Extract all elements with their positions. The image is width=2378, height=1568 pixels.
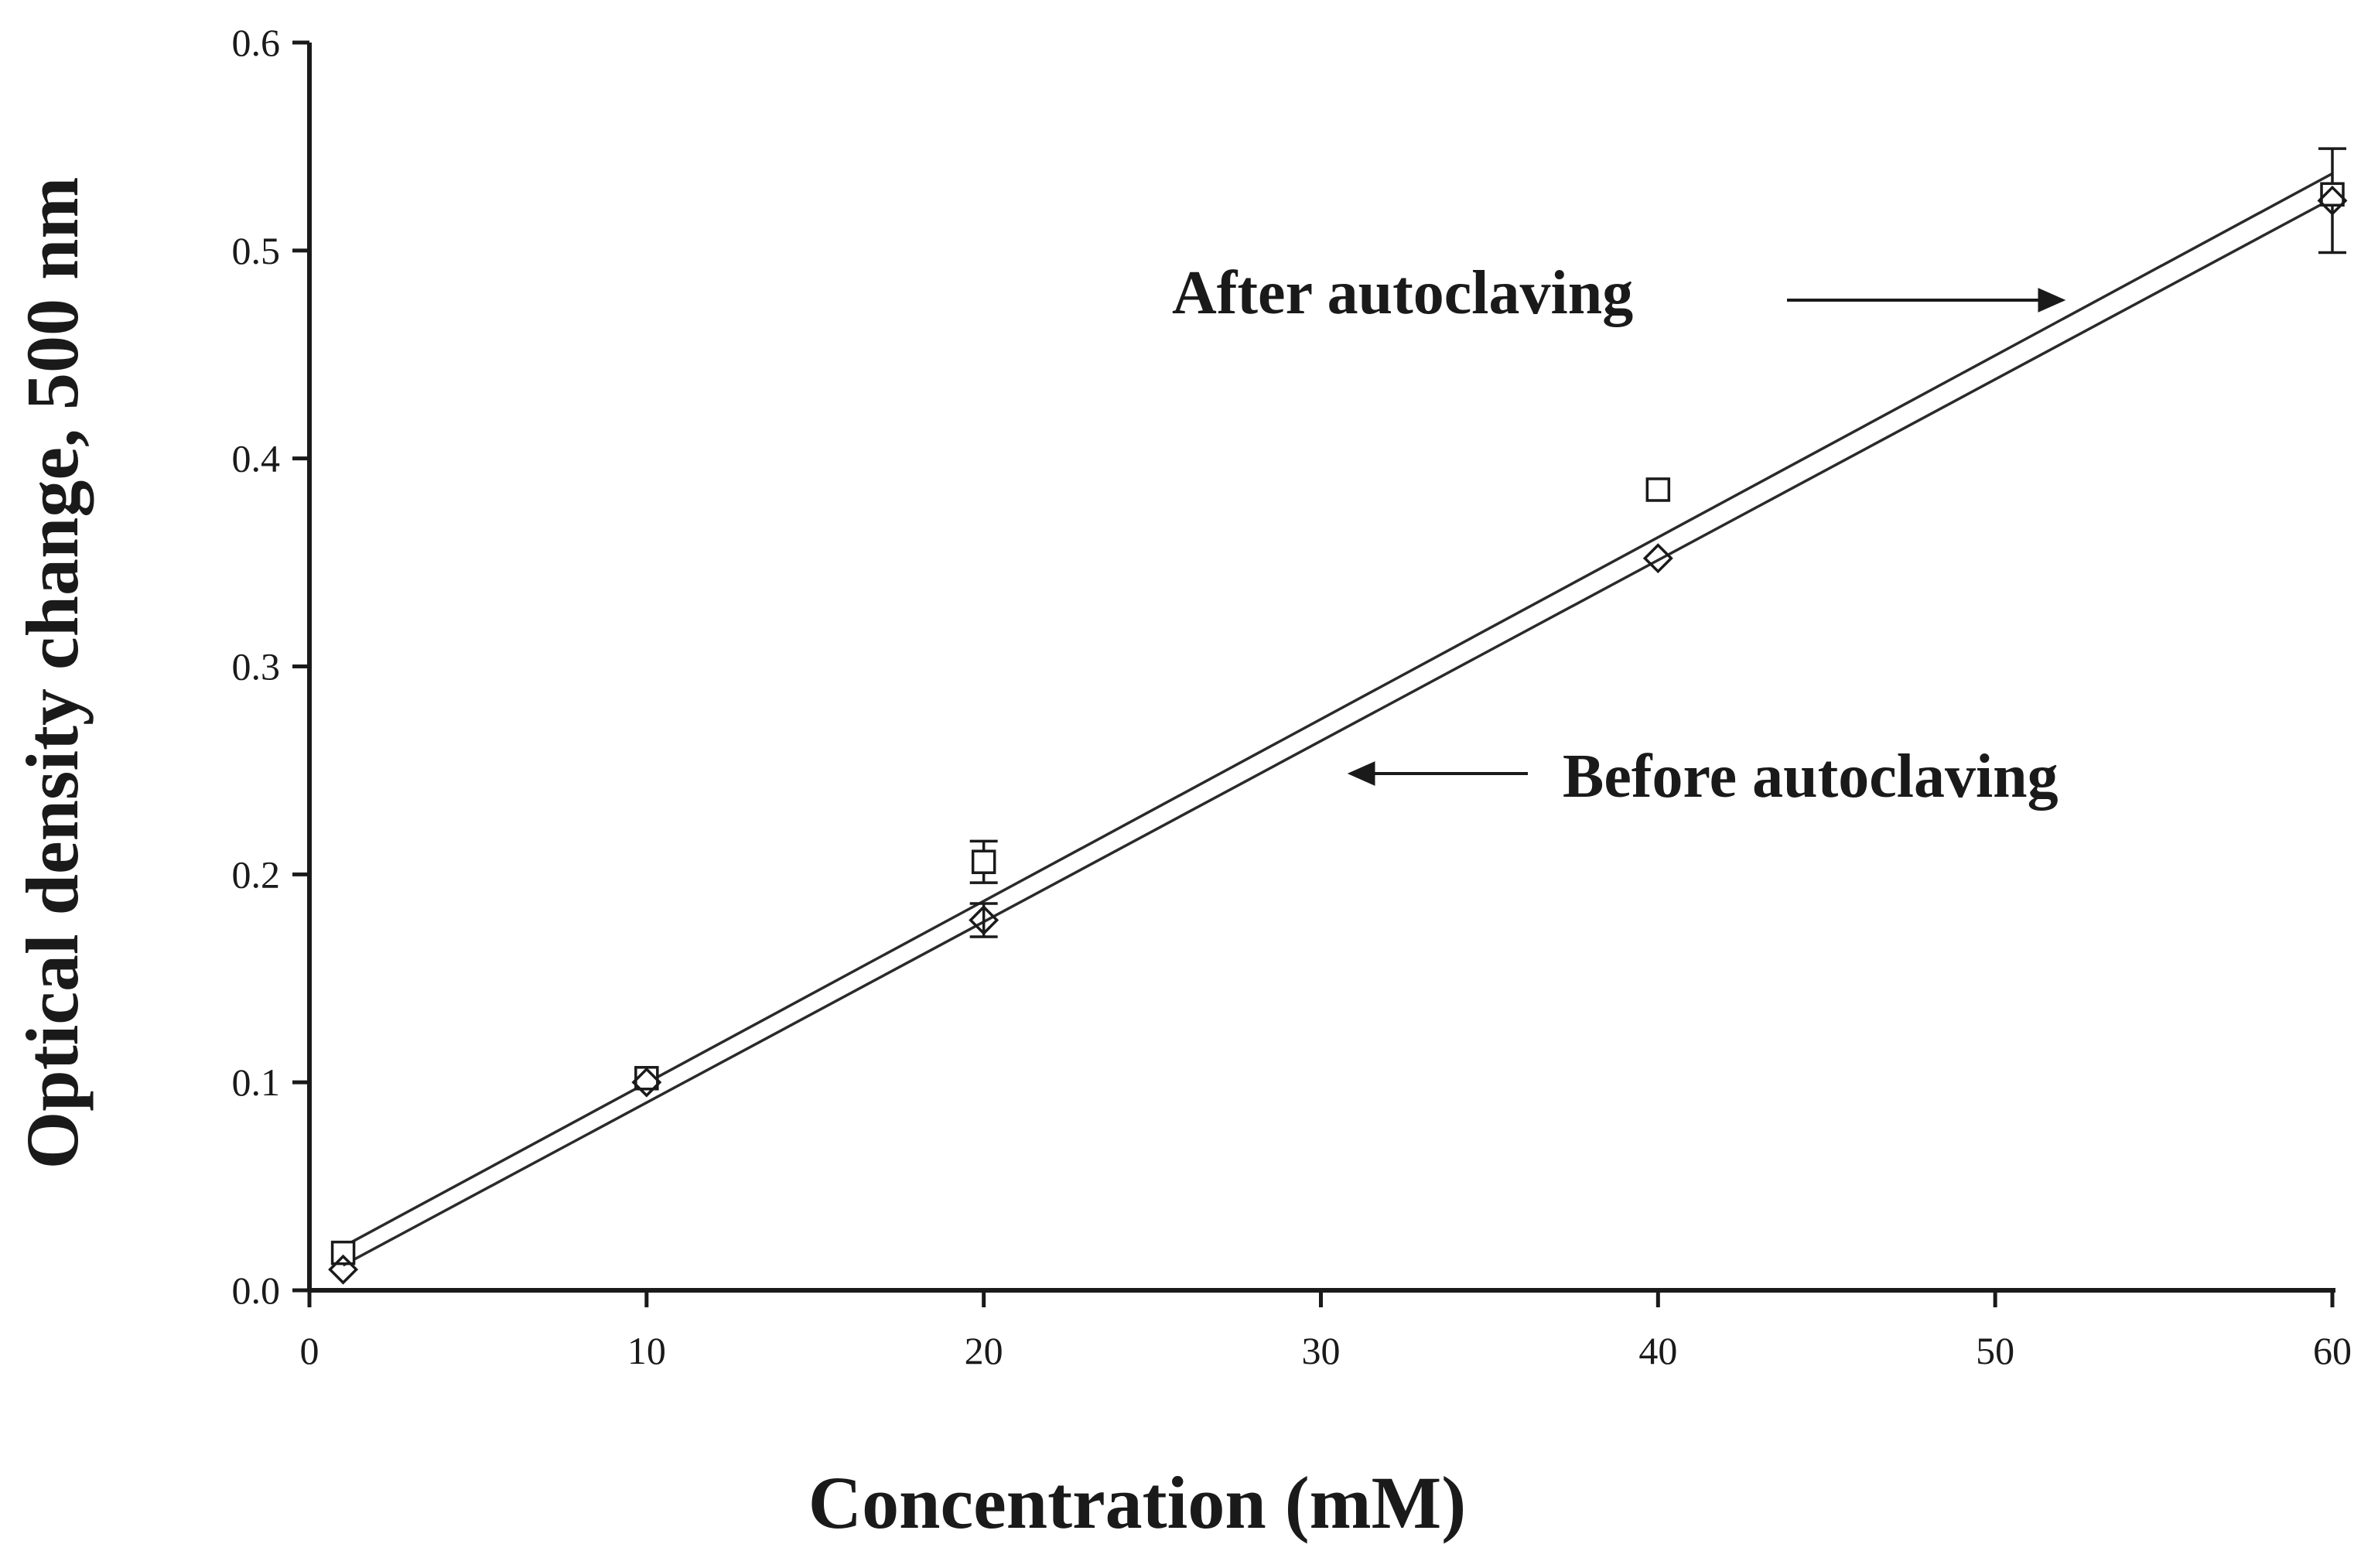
y-tick-label: 0.2 — [232, 852, 281, 896]
y-tick-label: 0.1 — [232, 1061, 281, 1104]
diamond-marker — [2317, 185, 2348, 216]
x-tick-label: 20 — [965, 1329, 1003, 1372]
diamond-marker — [631, 1067, 662, 1098]
x-tick-label: 0 — [300, 1329, 319, 1372]
x-tick-label: 60 — [2313, 1329, 2352, 1372]
x-tick-label: 10 — [627, 1329, 666, 1372]
x-axis-title: Concentration (mM) — [808, 1461, 1466, 1544]
square-marker — [1645, 477, 1671, 502]
y-tick-label: 0.0 — [232, 1269, 281, 1312]
annotation-label: After autoclaving — [1172, 259, 1633, 327]
y-axis-ticks: 0.0 0.1 0.2 0.3 0.4 0.5 0.6 — [232, 21, 309, 1312]
square-marker — [971, 849, 996, 874]
y-tick-label: 0.5 — [232, 229, 281, 272]
y-axis-title: Optical density change, 500 nm — [11, 177, 94, 1170]
square-marker — [330, 1240, 356, 1266]
y-tick-label: 0.6 — [232, 21, 281, 64]
diamond-marker — [1642, 543, 1673, 574]
x-tick-label: 50 — [1976, 1329, 2014, 1372]
fit-line-diamond — [342, 197, 2333, 1267]
annotations: After autoclaving Before autoclaving — [1172, 259, 2066, 811]
axes — [307, 43, 2335, 1293]
diamond-marker — [328, 1254, 359, 1285]
y-tick-label: 0.4 — [232, 437, 281, 480]
x-tick-label: 40 — [1638, 1329, 1677, 1372]
data-points — [328, 182, 2348, 1285]
diamond-marker — [969, 905, 999, 935]
annotation-label: Before autoclaving — [1563, 743, 2059, 811]
fit-line-square — [342, 172, 2333, 1249]
fit-lines — [342, 172, 2333, 1267]
y-tick-label: 0.3 — [232, 645, 281, 688]
x-axis-ticks: 0 10 20 30 40 50 60 — [300, 1290, 2352, 1372]
x-tick-label: 30 — [1302, 1329, 1341, 1372]
